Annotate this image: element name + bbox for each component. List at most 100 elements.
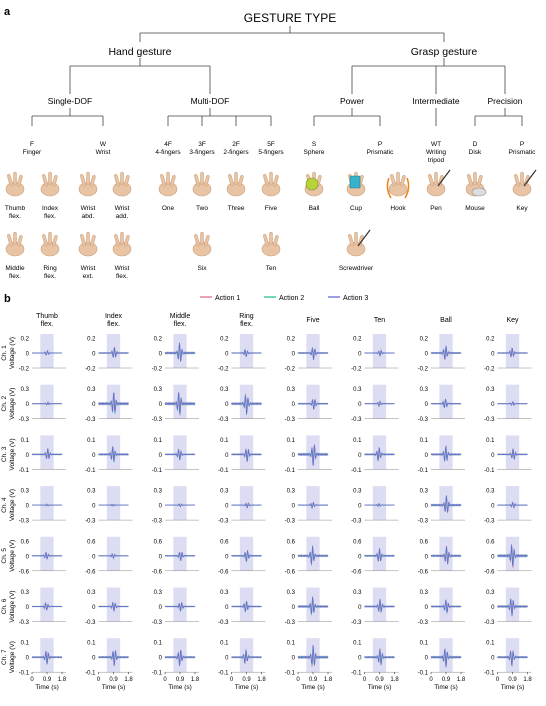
series-line-3 [497,401,528,407]
y-tick-label: 0.3 [353,590,362,596]
y-tick-label: 0.3 [420,489,429,495]
gesture-label: One [162,205,175,212]
subplot: 0.6 0 -0.6 [484,536,532,575]
y-tick-label: -0.3 [218,417,229,423]
y-tick-label: -0.1 [85,671,96,677]
y-tick-label: 0.3 [21,590,30,596]
y-tick-label: 0 [491,352,495,358]
shaded-window [306,435,320,470]
subplot: 0.2 0 -0.2 [19,334,66,373]
y-tick-label: -0.3 [351,417,362,423]
subplot: 0.6 0 -0.6 [85,536,133,575]
subplot: 0.3 0 -0.3 [85,587,133,626]
subplot: 0.3 0 -0.3 [218,486,266,525]
series-line-3 [98,650,129,667]
y-tick-label: 0.6 [154,539,163,545]
y-tick-label: 0 [225,352,229,358]
series-line-3 [297,501,329,510]
x-tick-label: 0.9 [242,677,251,683]
y-tick-label: -0.1 [218,671,229,677]
y-tick-label: -0.3 [285,417,296,423]
series-line-3 [31,551,63,560]
gesture-label: Hook [390,205,406,212]
y-tick-label: -0.1 [484,468,495,474]
y-tick-label: 0 [159,656,163,662]
subplot: 0.6 0 -0.6 [418,536,465,575]
y-tick-label: 0 [425,656,429,662]
y-tick-label: 0.2 [486,337,495,343]
y-tick-label: 0 [491,554,495,560]
power-label: Power [340,96,364,106]
subplot: 0.3 0 -0.3 [351,384,399,423]
y-tick-label: 0.2 [420,337,429,343]
y-tick-label: -0.1 [152,671,163,677]
gesture-index-flex-icon [40,171,60,197]
subplot: 0.1 0 -0.1 [85,435,133,474]
y-tick-label: 0.1 [486,641,495,647]
shaded-window [239,334,254,368]
y-tick-label: 0 [292,402,296,408]
y-axis-label: Voltage (V) [9,337,16,369]
series-line-3 [164,392,196,414]
column-title: Index flex. [105,313,123,328]
y-tick-label: -0.6 [19,569,30,575]
series-line-3 [231,448,262,462]
series-line-3 [231,348,262,358]
y-tick-label: 0 [159,504,163,510]
gesture-cup-icon [346,171,366,197]
y-tick-label: -0.6 [152,569,163,575]
series-line-3 [98,392,129,413]
y-tick-label: 0.2 [353,337,362,343]
leaf-name: Disk [469,149,482,156]
y-tick-label: 0 [491,656,495,662]
shaded-window [239,536,254,571]
y-tick-label: 0 [358,402,362,408]
gesture-wrist-abd-icon [78,171,98,197]
gesture-label: Wrist flex. [115,265,130,280]
leaf-name: Prismatic [509,149,536,156]
y-tick-label: 0 [425,554,429,560]
row-channel-label: Ch. 7 [1,649,8,665]
series-line-3 [364,502,395,507]
leaf-name: Sphere [304,149,325,156]
y-tick-label: 0.1 [353,641,362,647]
gesture-ball-icon [304,171,324,197]
series-line-3 [364,348,395,357]
y-tick-label: 0.3 [287,387,296,393]
series-line-3 [164,650,196,667]
leaf-code: 5F [267,141,275,148]
y-tick-label: -0.3 [19,519,30,525]
y-tick-label: 0.3 [21,387,30,393]
grasp-gesture-label: Grasp gesture [411,46,478,58]
y-tick-label: -0.2 [351,367,362,373]
single-dof-label: Single-DOF [48,96,92,106]
shaded-window [372,384,387,419]
y-tick-label: -0.3 [152,417,163,423]
y-tick-label: 0 [292,605,296,611]
x-axis-label: Time (s) [102,684,126,691]
series-line-3 [98,553,129,559]
series-line-3 [297,545,329,565]
gesture-label: Index flex. [42,205,59,220]
y-tick-label: 0.3 [220,590,229,596]
y-tick-label: 0.1 [287,438,296,444]
y-tick-label: 0.3 [420,590,429,596]
y-tick-label: 0.3 [287,590,296,596]
shaded-window [173,435,187,470]
y-tick-label: 0 [26,554,30,560]
x-tick-label: 0 [230,677,234,683]
row-channel-label: Ch. 6 [1,598,8,614]
series-line-3 [430,495,462,513]
x-tick-label: 1.8 [457,677,466,683]
y-tick-label: 0 [225,453,229,459]
series-line-3 [364,548,395,561]
root-label: GESTURE TYPE [244,11,336,25]
subplot: 0.3 0 -0.3 [351,587,399,626]
y-tick-label: 0.3 [154,387,163,393]
y-tick-label: -0.3 [351,620,362,626]
x-axis-label: Time (s) [235,684,259,691]
y-tick-label: -0.2 [484,367,495,373]
